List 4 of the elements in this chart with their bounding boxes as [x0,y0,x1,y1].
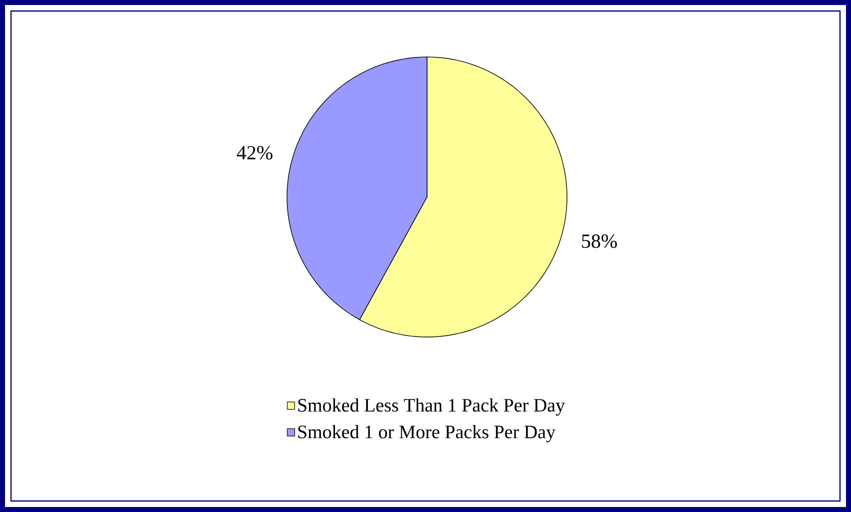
legend-label: Smoked 1 or More Packs Per Day [298,425,556,442]
data-label: 42% [236,146,272,160]
legend-label: Smoked Less Than 1 Pack Per Day [298,398,565,416]
data-label: 58% [582,234,617,248]
